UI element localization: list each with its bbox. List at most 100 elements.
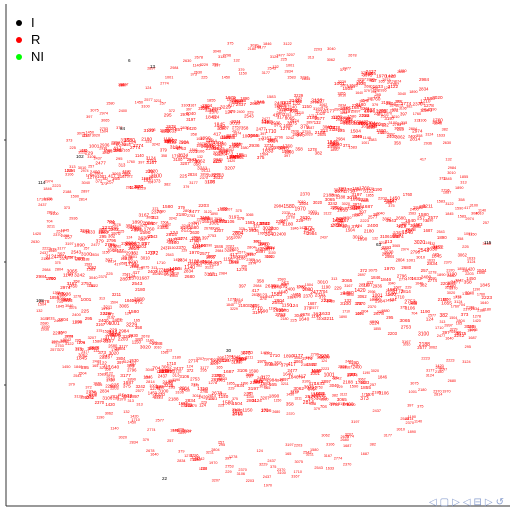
- point-label-r: 3124: [126, 274, 136, 279]
- point-label-r: 2804: [116, 356, 126, 361]
- point-label-r: 417: [464, 206, 470, 210]
- point-label-r: 2680: [448, 379, 456, 383]
- point-label-r: 1450: [88, 346, 99, 351]
- point-label-r: 3040: [65, 304, 73, 308]
- point-label-r: 3062: [429, 346, 437, 350]
- point-label-r: 3100: [302, 380, 310, 384]
- point-label-r: 2897: [81, 189, 89, 193]
- point-label-r: 2437: [279, 147, 287, 151]
- point-label-r: 1420: [354, 288, 365, 294]
- point-label-r: 1970: [467, 328, 475, 332]
- point-label-r: 3065: [392, 244, 400, 248]
- point-label-r: 2936: [249, 228, 259, 233]
- point-label-r: 3177: [57, 247, 65, 251]
- point-label-r: 1150: [433, 244, 443, 249]
- point-label-r: 2936: [211, 358, 221, 363]
- nav-next-icon[interactable]: ▷: [452, 497, 460, 508]
- nav-prev-icon[interactable]: ◁: [428, 497, 437, 508]
- point-label-r: 1845: [443, 177, 451, 181]
- point-label-r: 3207: [225, 165, 236, 171]
- point-label-r: 2814: [208, 394, 216, 398]
- point-label-r: 3122: [97, 361, 108, 366]
- point-label-r: 2680: [245, 252, 253, 256]
- point-label-r: 1855: [227, 382, 235, 386]
- point-label-r: 358: [385, 200, 393, 205]
- point-label-r: 1420: [44, 197, 52, 201]
- point-label-r: 2437: [267, 459, 275, 463]
- point-label-r: 2370: [125, 242, 136, 247]
- point-label-r: 3242: [74, 272, 85, 278]
- point-label-r: 2680: [216, 373, 226, 378]
- point-label-r: 3106: [237, 472, 245, 476]
- point-label-r: 3177: [266, 247, 274, 251]
- point-label-r: 1710: [453, 295, 461, 299]
- point-label-r: 2370: [243, 350, 254, 355]
- point-label-r: 417: [213, 131, 221, 136]
- point-label-r: 1846: [271, 285, 282, 290]
- point-label-r: 3207: [99, 366, 107, 370]
- point-label-r: 3124: [329, 127, 338, 132]
- point-label-r: 2543: [361, 98, 369, 102]
- nav-section-next-icon[interactable]: ▷: [484, 497, 493, 508]
- point-label-r: 2223: [99, 355, 110, 361]
- point-label-r: 1450: [128, 421, 136, 425]
- point-label-r: 2477: [359, 98, 369, 103]
- point-label-r: 2543: [73, 374, 81, 378]
- point-label-r: 2678: [166, 124, 176, 129]
- point-label-r: 417: [420, 158, 426, 162]
- point-label-r: 2897: [147, 67, 155, 71]
- point-label-r: 165: [285, 452, 291, 456]
- point-label-r: 1150: [265, 146, 275, 151]
- point-label-r: 257: [152, 222, 158, 226]
- point-label-r: 2477: [257, 376, 265, 380]
- point-label-r: 1190: [232, 100, 242, 105]
- point-label-r: 3065: [112, 171, 122, 176]
- point-label-r: 1450: [148, 391, 158, 396]
- point-label-r: 2814: [213, 159, 223, 164]
- point-label-r: 3197: [248, 386, 259, 392]
- point-label-r: 1687: [220, 135, 229, 140]
- point-label-r: 2180: [281, 317, 289, 321]
- point-label-r: 2370: [277, 468, 285, 472]
- point-label-r: 2630: [320, 355, 331, 360]
- point-label-r: 2753: [166, 369, 176, 374]
- point-label-r: 1504: [78, 372, 86, 376]
- point-label-r: 2974: [335, 189, 346, 195]
- point-label-r: 2814: [111, 394, 121, 399]
- point-label-r: 1846: [143, 375, 153, 380]
- point-label-r: 2577: [237, 251, 245, 255]
- point-label-r: 358: [457, 237, 463, 241]
- point-label-r: 165: [121, 257, 127, 261]
- point-label-r: 3177: [189, 180, 198, 185]
- point-label-r: 2814: [268, 139, 279, 144]
- point-label-r: 2223: [154, 394, 164, 399]
- point-label-r: 1845: [258, 241, 269, 246]
- point-label-r: 1001: [242, 134, 253, 139]
- point-label-r: 3197: [231, 359, 241, 364]
- point-label-r: 1590: [103, 329, 112, 334]
- nav-frame-icon[interactable]: ▢: [439, 497, 450, 508]
- point-label-r: 3062: [327, 58, 335, 62]
- point-label-r: 2774: [86, 389, 96, 394]
- point-label-r: 1278: [396, 223, 407, 228]
- nav-section-icon[interactable]: ⊟: [473, 497, 482, 508]
- point-label-r: 1970: [384, 266, 395, 272]
- point-label-r: 1845: [480, 283, 491, 288]
- point-label-r: 1450: [283, 107, 293, 112]
- point-label-r: 132: [165, 223, 171, 227]
- nav-section-prev-icon[interactable]: ◁: [462, 497, 471, 508]
- point-label-r: 375: [227, 42, 233, 46]
- point-label-r: 2834: [100, 388, 110, 393]
- point-label-r: 3040: [195, 259, 205, 264]
- point-label-r: 417: [193, 242, 199, 246]
- point-label-r: 3207: [260, 396, 270, 401]
- point-label-r: 1190: [426, 219, 434, 223]
- point-label-r: 2774: [133, 143, 144, 149]
- point-label-r: 397: [214, 64, 220, 68]
- point-label-r: 2897: [306, 356, 314, 360]
- point-label-r: 3197: [121, 138, 131, 143]
- point-label-r: 295: [217, 356, 225, 361]
- nav-back-icon[interactable]: ↺: [495, 497, 504, 508]
- point-label-r: 372: [392, 107, 400, 112]
- point-label-r: 2180: [307, 115, 318, 121]
